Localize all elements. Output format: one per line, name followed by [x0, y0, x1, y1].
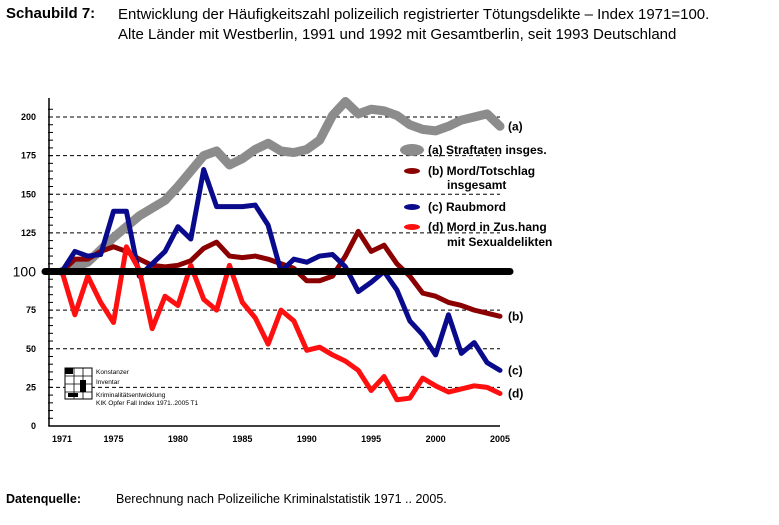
- y-tick-label-175: 175: [21, 151, 36, 161]
- y-axis-ticks: 0 25 50 75 100 125 150 175 200: [13, 112, 37, 431]
- x-axis-ticks: 1971 1975 1980 1985 1990 1995 2000 2005: [52, 434, 510, 444]
- watermark-logo: Konstanzer Inventar Kriminalitätsentwick…: [64, 367, 199, 407]
- title-line-2: Alte Länder mit Westberlin, 1991 und 199…: [118, 26, 677, 43]
- legend-swatch-a: [400, 144, 424, 156]
- x-tick-label-2000: 2000: [426, 434, 446, 444]
- watermark-line-1: Konstanzer: [96, 369, 130, 376]
- figure-label: Schaubild 7:: [6, 5, 96, 22]
- x-tick-label-1985: 1985: [232, 434, 252, 444]
- legend-label-a: (a) Straftaten insges.: [428, 143, 547, 157]
- y-tick-label-125: 125: [21, 228, 36, 238]
- watermark-grid-icon: [64, 367, 93, 400]
- legend: (a) Straftaten insges. (b) Mord/Totschla…: [400, 143, 552, 249]
- y-tick-label-0: 0: [31, 421, 36, 431]
- watermark-line-3: Kriminalitätsentwicklung: [96, 392, 166, 399]
- legend-label-d-line-2: mit Sexualdelikten: [447, 235, 552, 249]
- legend-label-c: (c) Raubmord: [428, 200, 506, 214]
- y-tick-label-75: 75: [26, 305, 36, 315]
- series-line-d: [59, 244, 503, 403]
- y-tick-label-200: 200: [21, 112, 36, 122]
- legend-swatch-c: [404, 204, 420, 210]
- x-tick-label-1975: 1975: [104, 434, 124, 444]
- source-text: Berechnung nach Polizeiliche Kriminalsta…: [116, 492, 447, 506]
- y-tick-label-25: 25: [26, 382, 36, 392]
- series-line-a: [57, 97, 505, 276]
- x-tick-label-1990: 1990: [297, 434, 317, 444]
- legend-label-b-line-2: insgesamt: [447, 178, 506, 192]
- legend-item-c: (c) Raubmord: [404, 200, 506, 214]
- title-line-1: Entwicklung der Häufigkeitszahl polizeil…: [118, 6, 710, 23]
- legend-item-d: (d) Mord in Zus.hang mit Sexualdelikten: [404, 220, 552, 249]
- grid-lines: [49, 116, 500, 388]
- y-tick-label-100: 100: [13, 264, 37, 280]
- series-end-labels: (a) (b) (c) (d): [508, 119, 523, 400]
- end-label-a: (a): [508, 119, 523, 133]
- legend-swatch-b: [404, 168, 420, 174]
- figure-title: Entwicklung der Häufigkeitszahl polizeil…: [118, 5, 709, 45]
- legend-swatch-d: [404, 224, 420, 230]
- end-label-b: (b): [508, 309, 523, 323]
- x-tick-label-1980: 1980: [168, 434, 188, 444]
- x-tick-label-2005: 2005: [490, 434, 510, 444]
- end-label-c: (c): [508, 363, 523, 377]
- axes: [48, 98, 500, 427]
- y-tick-label-150: 150: [21, 189, 36, 199]
- legend-label-d-line-1: (d) Mord in Zus.hang: [428, 220, 547, 234]
- source-label: Datenquelle:: [6, 492, 82, 506]
- watermark-line-2: Inventar: [96, 379, 120, 386]
- x-tick-label-1995: 1995: [361, 434, 381, 444]
- x-tick-label-1971: 1971: [52, 434, 72, 444]
- y-tick-label-50: 50: [26, 344, 36, 354]
- legend-label-b-line-1: (b) Mord/Totschlag: [428, 164, 535, 178]
- legend-item-b: (b) Mord/Totschlag insgesamt: [404, 164, 535, 192]
- watermark-line-4: KIK Opfer Fall Index 1971..2005 T1: [96, 400, 199, 407]
- legend-item-a: (a) Straftaten insges.: [400, 143, 547, 157]
- end-label-d: (d): [508, 387, 523, 401]
